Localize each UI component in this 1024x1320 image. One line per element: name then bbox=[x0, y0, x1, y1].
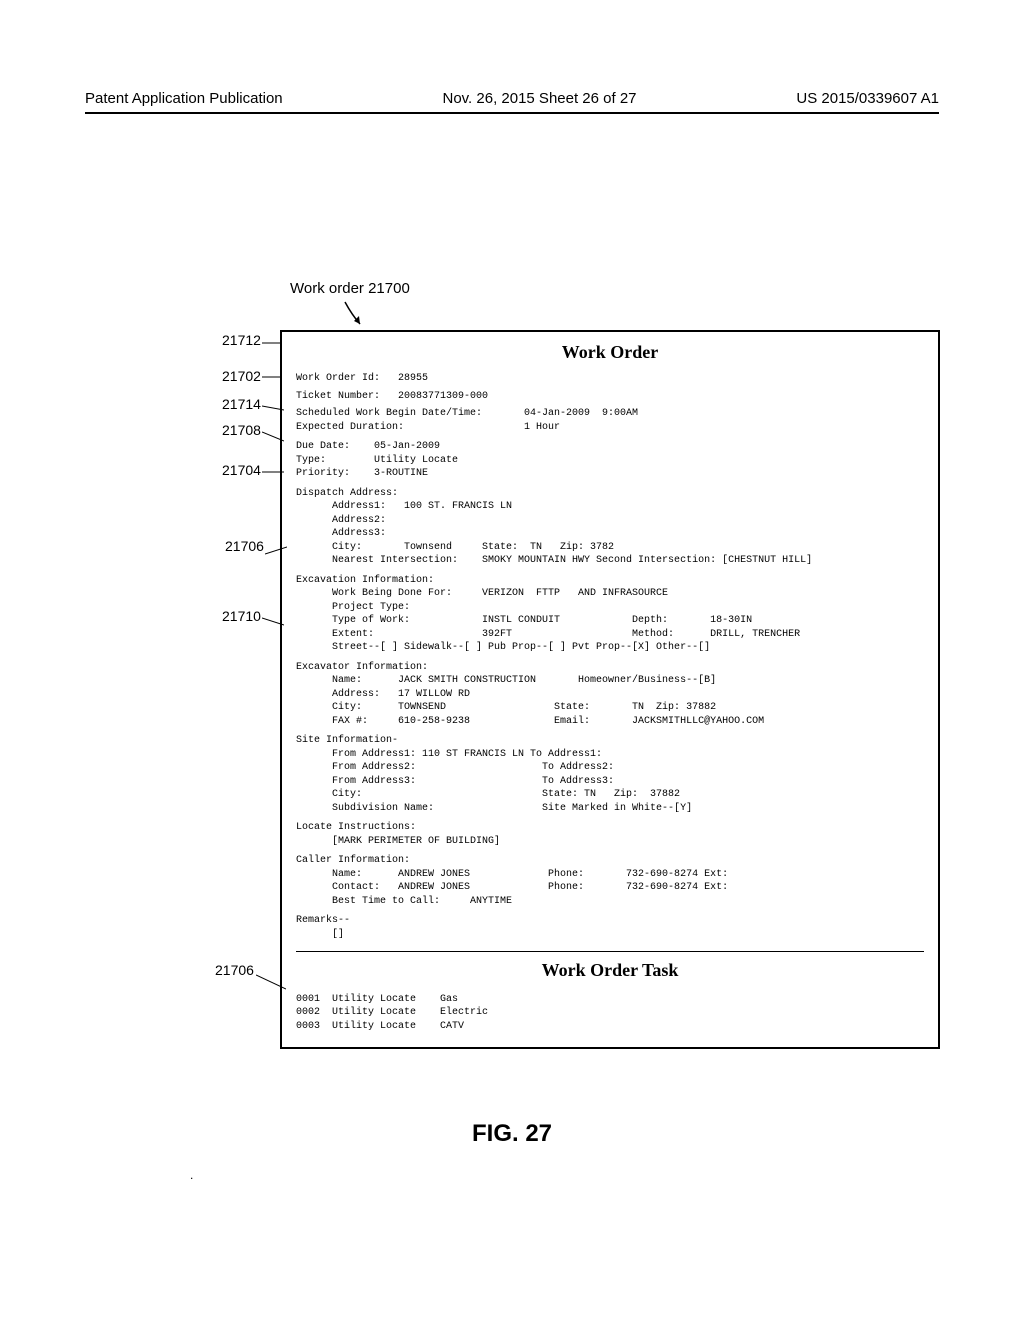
header-rule bbox=[85, 112, 939, 114]
header-left: Patent Application Publication bbox=[85, 90, 283, 107]
excav-street: Street--[ ] Sidewalk--[ ] Pub Prop--[ ] … bbox=[296, 641, 924, 655]
excav-work: Work Being Done For: VERIZON FTTP AND IN… bbox=[296, 587, 924, 601]
page-header: Patent Application Publication Nov. 26, … bbox=[85, 90, 939, 107]
caller-name: Name: ANDREW JONES Phone: 732-690-8274 E… bbox=[296, 868, 924, 882]
callout-21702: 21702 bbox=[222, 368, 261, 384]
site-from3: From Address3: To Address3: bbox=[296, 775, 924, 789]
callout-21710: 21710 bbox=[222, 608, 261, 624]
dispatch-addr1: Address1: 100 ST. FRANCIS LN bbox=[296, 500, 924, 514]
excavator-header: Excavator Information: bbox=[296, 661, 924, 675]
task-row: 0003 Utility Locate CATV bbox=[296, 1020, 924, 1034]
wo-sched-line: Scheduled Work Begin Date/Time: 04-Jan-2… bbox=[296, 407, 924, 421]
caller-best: Best Time to Call: ANYTIME bbox=[296, 895, 924, 909]
excavator-fax: FAX #: 610-258-9238 Email: JACKSMITHLLC@… bbox=[296, 715, 924, 729]
stray-dot: . bbox=[190, 1168, 193, 1182]
excavator-addr: Address: 17 WILLOW RD bbox=[296, 688, 924, 702]
callout-21706b: 21706 bbox=[215, 962, 254, 978]
callout-21706a: 21706 bbox=[225, 538, 264, 554]
task-row: 0002 Utility Locate Electric bbox=[296, 1006, 924, 1020]
excav-type: Type of Work: INSTL CONDUIT Depth: 18-30… bbox=[296, 614, 924, 628]
dispatch-addr3: Address3: bbox=[296, 527, 924, 541]
header-center: Nov. 26, 2015 Sheet 26 of 27 bbox=[442, 90, 636, 107]
excavator-name: Name: JACK SMITH CONSTRUCTION Homeowner/… bbox=[296, 674, 924, 688]
locate-header: Locate Instructions: bbox=[296, 821, 924, 835]
dispatch-city: City: Townsend State: TN Zip: 3782 bbox=[296, 541, 924, 555]
site-from2: From Address2: To Address2: bbox=[296, 761, 924, 775]
callout-21714: 21714 bbox=[222, 396, 261, 412]
dispatch-header: Dispatch Address: bbox=[296, 487, 924, 501]
excav-extent: Extent: 392FT Method: DRILL, TRENCHER bbox=[296, 628, 924, 642]
caller-header: Caller Information: bbox=[296, 854, 924, 868]
figure-caption: FIG. 27 bbox=[0, 1120, 1024, 1148]
wo-ticket-line: Ticket Number: 20083771309-000 bbox=[296, 390, 924, 404]
callout-21712: 21712 bbox=[222, 332, 261, 348]
header-right: US 2015/0339607 A1 bbox=[796, 90, 939, 107]
site-city: City: State: TN Zip: 37882 bbox=[296, 788, 924, 802]
work-order-task-title: Work Order Task bbox=[296, 951, 924, 982]
arrow-icon bbox=[340, 300, 370, 330]
dispatch-addr2: Address2: bbox=[296, 514, 924, 528]
excavator-city: City: TOWNSEND State: TN Zip: 37882 bbox=[296, 701, 924, 715]
dispatch-intersection: Nearest Intersection: SMOKY MOUNTAIN HWY… bbox=[296, 554, 924, 568]
callout-21704: 21704 bbox=[222, 462, 261, 478]
wo-duration-line: Expected Duration: 1 Hour bbox=[296, 421, 924, 435]
work-order-label: Work order 21700 bbox=[290, 280, 410, 297]
excav-proj: Project Type: bbox=[296, 601, 924, 615]
callout-21708: 21708 bbox=[222, 422, 261, 438]
work-order-title: Work Order bbox=[296, 340, 924, 364]
task-row: 0001 Utility Locate Gas bbox=[296, 993, 924, 1007]
site-header: Site Information- bbox=[296, 734, 924, 748]
wo-priority-line: Priority: 3-ROUTINE bbox=[296, 467, 924, 481]
work-order-box: Work Order Work Order Id: 28955 Ticket N… bbox=[280, 330, 940, 1049]
lead-line-icon bbox=[262, 374, 282, 384]
caller-contact: Contact: ANDREW JONES Phone: 732-690-827… bbox=[296, 881, 924, 895]
wo-type-line: Type: Utility Locate bbox=[296, 454, 924, 468]
remarks-body: [] bbox=[296, 928, 924, 942]
remarks-header: Remarks-- bbox=[296, 914, 924, 928]
locate-instr: [MARK PERIMETER OF BUILDING] bbox=[296, 835, 924, 849]
wo-due-line: Due Date: 05-Jan-2009 bbox=[296, 440, 924, 454]
site-from1: From Address1: 110 ST FRANCIS LN To Addr… bbox=[296, 748, 924, 762]
site-sub: Subdivision Name: Site Marked in White--… bbox=[296, 802, 924, 816]
excav-header: Excavation Information: bbox=[296, 574, 924, 588]
lead-line-icon bbox=[262, 340, 282, 350]
wo-id-line: Work Order Id: 28955 bbox=[296, 372, 924, 386]
